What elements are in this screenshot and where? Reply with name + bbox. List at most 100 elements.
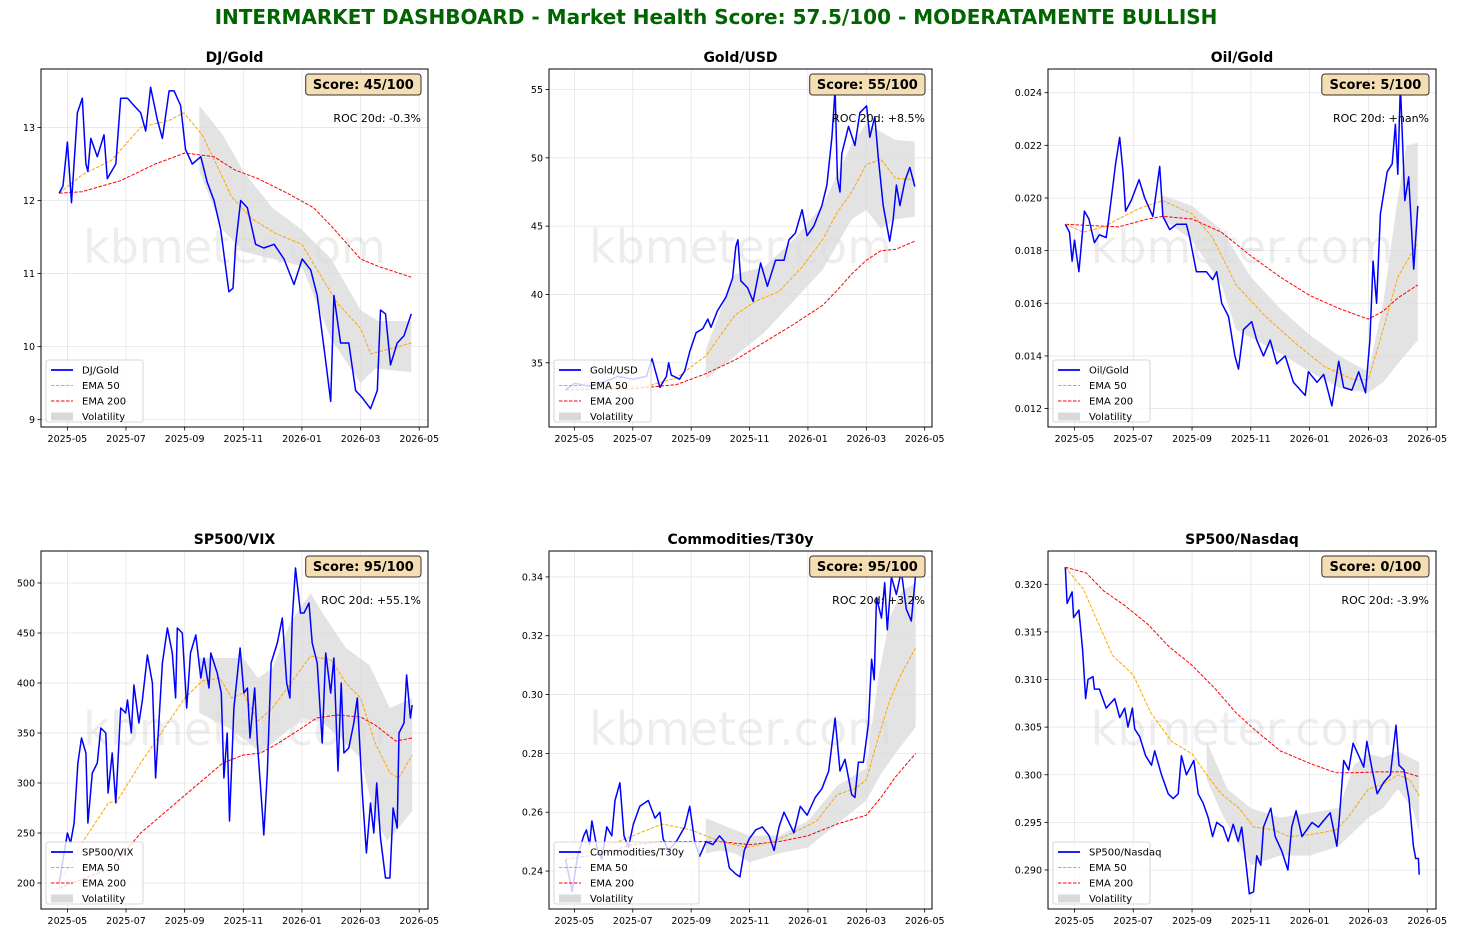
x-tick-label: 2026-03 [341, 434, 381, 445]
chart-title: SP500/VIX [194, 532, 276, 548]
y-tick-label: 450 [17, 629, 35, 640]
plot-frame [548, 550, 933, 910]
ema50-line [58, 655, 413, 884]
chart-panel-sp500-nasdaq: 2025-05 2025-07 2025-09 2025-11 2026-01 2026-… [1015, 532, 1447, 927]
price-line [565, 88, 916, 391]
x-tick-label: 2025-09 [671, 434, 711, 445]
score-badge [1321, 73, 1430, 96]
x-tick-label: 2025-05 [555, 916, 595, 927]
legend-label: Volatility [590, 894, 633, 905]
score-text: Score: 0/100 [1329, 560, 1421, 575]
chart-panel-gold-usd: 2025-05 2025-07 2025-09 2025-11 2026-01 2026-… [531, 50, 945, 445]
x-tick-label: 2026-05 [399, 434, 439, 445]
y-tick-label: 45 [531, 222, 543, 233]
y-tick-label: 0.310 [1015, 675, 1042, 686]
x-tick-label: 2025-05 [555, 434, 595, 445]
y-tick-label: 350 [17, 729, 35, 740]
legend-label: Volatility [82, 412, 125, 423]
price-line [564, 570, 917, 893]
x-tick-label: 2025-05 [1055, 916, 1095, 927]
price-line [1064, 84, 1419, 407]
x-tick-label: 2026-05 [1407, 434, 1447, 445]
legend-box [45, 841, 144, 905]
plot-area [564, 570, 917, 893]
y-tick-label: 0.315 [1015, 627, 1042, 638]
ema200-line [1065, 566, 1420, 778]
y-tick-label: 0.014 [1015, 351, 1042, 362]
y-tick-label: 35 [531, 358, 543, 369]
y-tick-label: 0.32 [522, 631, 543, 642]
y-tick-label: 0.024 [1015, 88, 1042, 99]
y-tick-label: 9 [29, 415, 35, 426]
chart-panel-oil-gold: 2025-05 2025-07 2025-09 2025-11 2026-01 2026-… [1015, 50, 1447, 445]
y-tick-label: 13 [23, 123, 35, 134]
legend-box [1052, 359, 1151, 423]
legend-label: EMA 50 [590, 381, 628, 392]
x-tick-label: 2026-05 [399, 916, 439, 927]
ema50-line [58, 112, 412, 355]
x-tick-label: 2026-03 [1349, 916, 1389, 927]
y-tick-label: 0.290 [1015, 865, 1042, 876]
y-tick-label: 0.30 [522, 690, 543, 701]
legend-swatch-volatility [559, 894, 581, 903]
legend-label: Volatility [82, 894, 125, 905]
legend-label: EMA 200 [1089, 879, 1133, 890]
legend-label: EMA 200 [590, 879, 634, 890]
volatility-band [199, 105, 412, 384]
score-text: Score: 95/100 [817, 560, 918, 575]
x-tick-label: 2025-11 [730, 916, 770, 927]
plot-area [58, 567, 413, 889]
y-tick-label: 0.020 [1015, 193, 1042, 204]
x-tick-label: 2025-07 [613, 434, 653, 445]
y-tick-label: 0.012 [1015, 404, 1042, 415]
legend-label: EMA 50 [1089, 863, 1127, 874]
watermark: kbmeter.com [589, 702, 892, 756]
volatility-band [1162, 142, 1418, 393]
chart-panel-sp500-vix: 2025-05 2025-07 2025-09 2025-11 2026-01 2026-… [17, 532, 439, 927]
volatility-band [705, 123, 915, 380]
score-text: Score: 45/100 [313, 78, 414, 93]
ema50-line [1065, 200, 1419, 381]
roc-text: ROC 20d: +nan% [1333, 112, 1429, 125]
x-tick-label: 2026-03 [341, 916, 381, 927]
x-tick-label: 2025-07 [106, 434, 146, 445]
plot-area [565, 88, 916, 391]
x-tick-label: 2026-03 [1349, 434, 1389, 445]
legend: SP500/Nasdaq EMA 50 EMA 200 Volatility [1052, 841, 1161, 905]
legend-label: EMA 50 [590, 863, 628, 874]
x-tick-label: 2026-05 [1407, 916, 1447, 927]
legend-swatch-volatility [559, 412, 581, 421]
x-tick-label: 2025-07 [1113, 434, 1153, 445]
chart-title: SP500/Nasdaq [1185, 532, 1299, 548]
y-tick-label: 0.26 [522, 808, 543, 819]
y-tick-label: 0.320 [1015, 580, 1042, 591]
y-tick-label: 55 [531, 85, 543, 96]
y-tick-label: 40 [531, 290, 543, 301]
score-text: Score: 95/100 [313, 560, 414, 575]
x-tick-label: 2026-05 [905, 916, 945, 927]
plot-frame [1047, 550, 1437, 910]
plot-frame [548, 68, 933, 428]
legend-swatch-volatility [51, 894, 73, 903]
x-tick-label: 2025-09 [165, 916, 205, 927]
legend-label: SP500/VIX [82, 848, 134, 859]
chart-title: Commodities/T30y [667, 532, 813, 548]
legend: DJ/Gold EMA 50 EMA 200 Volatility [45, 359, 144, 423]
chart-panel-dj-gold: 2025-05 2025-07 2025-09 2025-11 2026-01 2026-… [23, 50, 439, 445]
ema200-line [59, 152, 412, 278]
x-tick-label: 2025-11 [1231, 916, 1271, 927]
x-tick-label: 2026-01 [1290, 916, 1330, 927]
x-tick-label: 2025-05 [1055, 434, 1095, 445]
legend-swatch-volatility [1058, 412, 1080, 421]
legend: Gold/USD EMA 50 EMA 200 Volatility [553, 359, 652, 423]
roc-text: ROC 20d: +8.5% [832, 112, 925, 125]
ema50-line [565, 158, 915, 388]
x-tick-label: 2025-11 [223, 434, 263, 445]
y-tick-label: 0.34 [522, 572, 543, 583]
plot-area [58, 86, 413, 410]
x-tick-label: 2026-01 [282, 434, 322, 445]
legend-label: EMA 200 [82, 879, 126, 890]
legend-label: EMA 50 [1089, 381, 1127, 392]
x-tick-label: 2025-11 [730, 434, 770, 445]
